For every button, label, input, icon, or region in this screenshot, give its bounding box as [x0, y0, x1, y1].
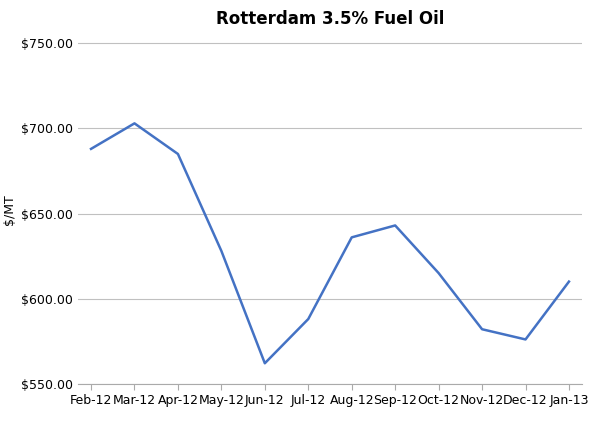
Title: Rotterdam 3.5% Fuel Oil: Rotterdam 3.5% Fuel Oil: [216, 10, 444, 28]
Y-axis label: $/MT: $/MT: [2, 194, 16, 225]
